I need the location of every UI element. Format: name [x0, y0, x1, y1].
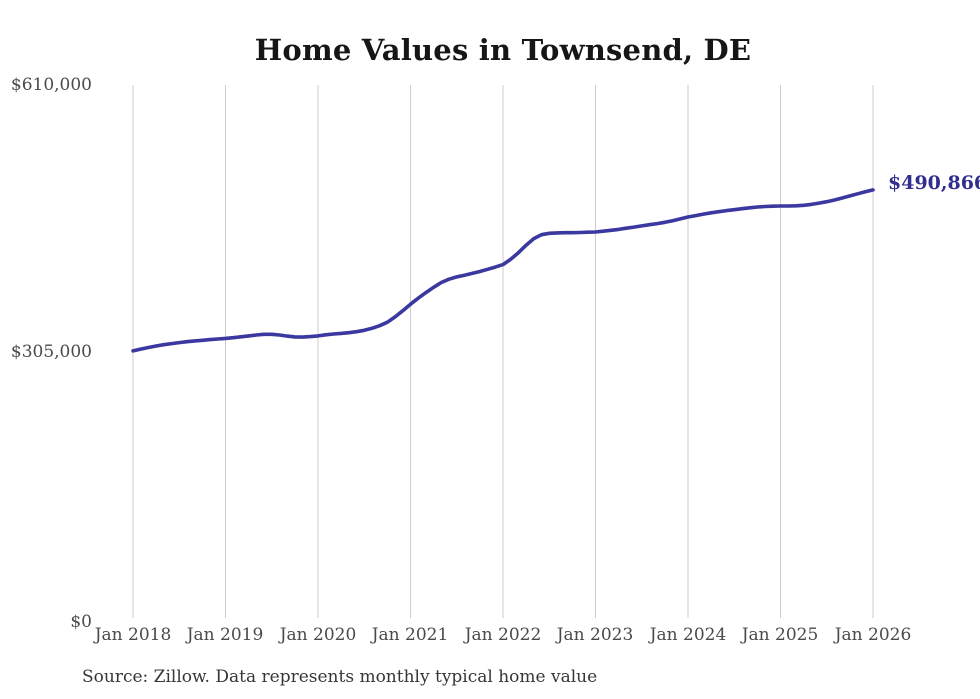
x-axis-tick-label-2018: Jan 2018	[94, 625, 172, 645]
end-value-label: $490,866	[888, 172, 980, 194]
x-axis-tick-label-2026: Jan 2026	[834, 625, 912, 645]
chart-title: Home Values in Townsend, DE	[254, 33, 752, 67]
value-line	[131, 188, 875, 353]
x-axis-tick-label-2021: Jan 2021	[371, 625, 449, 645]
x-axis-tick-label-2023: Jan 2023	[556, 625, 634, 645]
x-axis-tick-label-2019: Jan 2019	[186, 625, 264, 645]
x-axis-tick-label-2022: Jan 2022	[464, 625, 542, 645]
x-axis-tick-label-2024: Jan 2024	[649, 625, 727, 645]
x-axis-tick-label-2025: Jan 2025	[741, 625, 819, 645]
x-axis-tick-label-2020: Jan 2020	[279, 625, 357, 645]
y-axis-tick-label-mid: $305,000	[10, 342, 92, 362]
gridlines	[132, 85, 874, 618]
y-axis-tick-label-zero: $0	[70, 612, 92, 632]
y-axis-tick-label-top: $610,000	[10, 75, 92, 95]
source-note: Source: Zillow. Data represents monthly …	[82, 667, 598, 687]
